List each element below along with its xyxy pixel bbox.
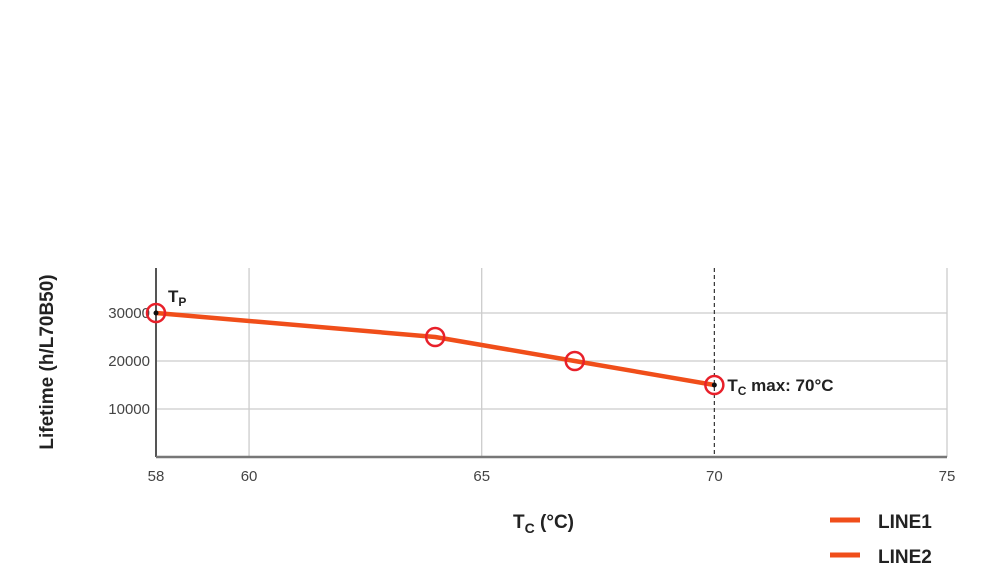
annotation-text: T: [727, 376, 738, 395]
x-tick-label: 65: [473, 468, 490, 485]
legend-label: LINE1: [878, 512, 932, 533]
y-tick-label: 10000: [108, 401, 150, 418]
data-point: [564, 350, 586, 372]
data-point: [145, 302, 167, 324]
legend: LINE1 LINE2: [830, 512, 932, 568]
grid: [156, 268, 948, 457]
y-tick-label: 30000: [108, 305, 150, 322]
annotation-subscript: P: [178, 295, 186, 309]
legend-label: LINE2: [878, 547, 932, 568]
annotation-text: T: [168, 287, 179, 306]
x-tick-label: 75: [939, 468, 956, 485]
x-axis-label: TC (°C): [513, 512, 574, 536]
annotation-dot: [153, 310, 159, 316]
series-line: [155, 310, 715, 388]
data-point: [704, 374, 725, 396]
x-tick-label: 60: [241, 468, 258, 485]
tick-labels: 10000 20000 30000 58 60 65 70 75: [108, 305, 955, 485]
y-axis-label: Lifetime (h/L70B50): [37, 274, 58, 449]
annotation-label: TP: [168, 287, 186, 309]
y-tick-label: 20000: [108, 353, 150, 370]
annotation-label: TC max: 70°C: [727, 376, 833, 398]
series: [145, 302, 725, 396]
annotation-suffix: max: 70°C: [746, 376, 833, 395]
x-tick-label: 58: [148, 468, 165, 485]
data-point: [424, 326, 446, 348]
x-tick-label: 70: [706, 468, 723, 485]
axes: [155, 268, 947, 459]
annotation-dot: [711, 382, 717, 388]
annotation-subscript: C: [738, 384, 747, 398]
